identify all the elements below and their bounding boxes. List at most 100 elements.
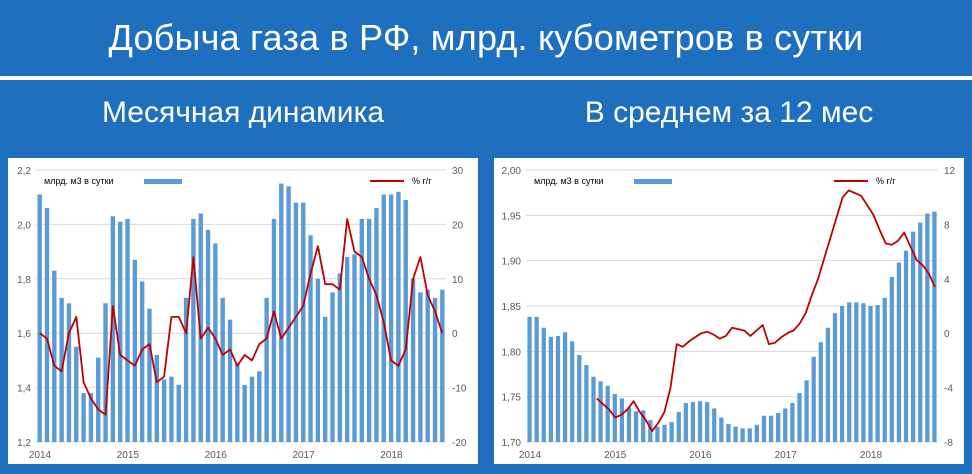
bar — [889, 276, 894, 442]
bar — [790, 403, 795, 442]
bar — [257, 371, 262, 442]
y-left-tick-label: 2,2 — [17, 166, 31, 177]
y-right-tick-label: -10 — [452, 384, 467, 395]
chart-12m-average: 1,70 1,75 1,80 1,85 1,90 1,95 2,00 -8 -4 0 4 8 12 201… — [502, 166, 956, 461]
x-tick-label: 2018 — [380, 450, 403, 461]
x-tick-label: 2015 — [604, 450, 627, 461]
bar — [213, 243, 218, 442]
bar — [740, 428, 745, 442]
bar — [96, 357, 101, 442]
bar — [783, 408, 788, 442]
bar — [308, 235, 313, 442]
bar — [726, 423, 731, 442]
legend-swatch-bars — [634, 179, 672, 184]
bar — [425, 289, 430, 442]
y-right-tick-label: -20 — [452, 438, 467, 449]
y-left-tick-label: 1,2 — [17, 438, 31, 449]
bar — [839, 306, 845, 442]
subtitle-left: Месячная динамика — [101, 96, 385, 129]
legend-label-bars: млрд. м3 в сутки — [534, 176, 604, 186]
bar — [577, 354, 582, 442]
bar — [37, 194, 42, 442]
bar — [323, 316, 328, 442]
chart-panel-12m-average: 1,70 1,75 1,80 1,85 1,90 1,95 2,00 -8 -4 0 4 8 12 201… — [494, 158, 964, 464]
bar — [418, 292, 423, 442]
bar — [733, 426, 738, 442]
bar — [161, 379, 167, 442]
bar — [330, 292, 335, 442]
bar — [768, 415, 774, 442]
bar — [882, 297, 887, 442]
bar — [619, 398, 625, 442]
bar — [655, 426, 660, 442]
y-left-tick-label: 1,95 — [502, 211, 522, 222]
chart-monthly: 1,2 1,4 1,6 1,8 2,0 2,2 -20 -10 0 10 20 30 2014 2015 2… — [17, 166, 467, 461]
bar — [235, 363, 240, 442]
bar — [220, 297, 225, 442]
bar — [352, 254, 357, 442]
bar — [626, 407, 632, 442]
bar — [591, 376, 596, 442]
y-right-tick-label: 10 — [452, 275, 464, 286]
bar — [440, 289, 445, 442]
bar — [103, 303, 108, 442]
bar — [66, 303, 72, 442]
bar — [861, 303, 866, 442]
legend-swatch-bars — [144, 179, 182, 184]
bar — [818, 342, 823, 442]
bar — [198, 213, 203, 442]
bar — [847, 302, 852, 442]
bar — [932, 211, 937, 442]
bar — [396, 191, 401, 442]
bar — [712, 408, 717, 442]
bar — [74, 346, 79, 442]
y-right-tick-label: 4 — [944, 275, 950, 286]
bar — [205, 229, 211, 442]
bar — [875, 305, 880, 442]
bar — [641, 410, 646, 442]
y-right-tick-label: 20 — [452, 220, 464, 231]
bar — [776, 412, 781, 442]
bar — [183, 297, 189, 442]
y-left-tick-label: 1,70 — [502, 438, 522, 449]
y-right-tick-label: 30 — [452, 166, 464, 177]
bar — [832, 313, 838, 442]
x-tick-label: 2014 — [519, 450, 542, 461]
y-left-tick-label: 1,80 — [502, 347, 522, 358]
legend-label-line: % г/г — [876, 176, 896, 186]
bar — [118, 221, 123, 442]
chart-panel-monthly: 1,2 1,4 1,6 1,8 2,0 2,2 -20 -10 0 10 20 30 2014 2015 2… — [8, 158, 478, 464]
bar — [555, 335, 561, 442]
bar — [374, 208, 379, 442]
y-right-tick-label: -8 — [944, 438, 953, 449]
bar — [584, 364, 589, 442]
bar — [191, 218, 196, 442]
y-right-tick-label: 0 — [452, 329, 458, 340]
bar — [271, 218, 277, 442]
bar — [154, 354, 159, 442]
bar — [896, 262, 902, 442]
y-right-tick-label: -4 — [944, 384, 953, 395]
bar — [110, 216, 116, 442]
y-right-tick-label: 8 — [944, 220, 950, 231]
bar — [548, 336, 553, 442]
bar — [562, 332, 568, 442]
bar — [293, 202, 299, 442]
bar — [605, 385, 610, 442]
bar — [676, 412, 681, 442]
x-tick-label: 2018 — [860, 450, 883, 461]
bar — [697, 401, 703, 442]
bar — [81, 393, 86, 442]
bar — [132, 259, 138, 442]
bar — [541, 327, 546, 442]
bar — [811, 356, 816, 442]
bar — [359, 218, 364, 442]
x-tick-label: 2016 — [205, 450, 228, 461]
bar — [804, 380, 809, 442]
page-title: Добыча газа в РФ, млрд. кубометров в сут… — [108, 17, 864, 58]
y-left-tick-label: 1,4 — [17, 384, 31, 395]
bar — [315, 278, 321, 442]
y-left-tick-label: 2,0 — [17, 220, 31, 231]
bar — [633, 411, 639, 442]
bar — [761, 415, 767, 442]
